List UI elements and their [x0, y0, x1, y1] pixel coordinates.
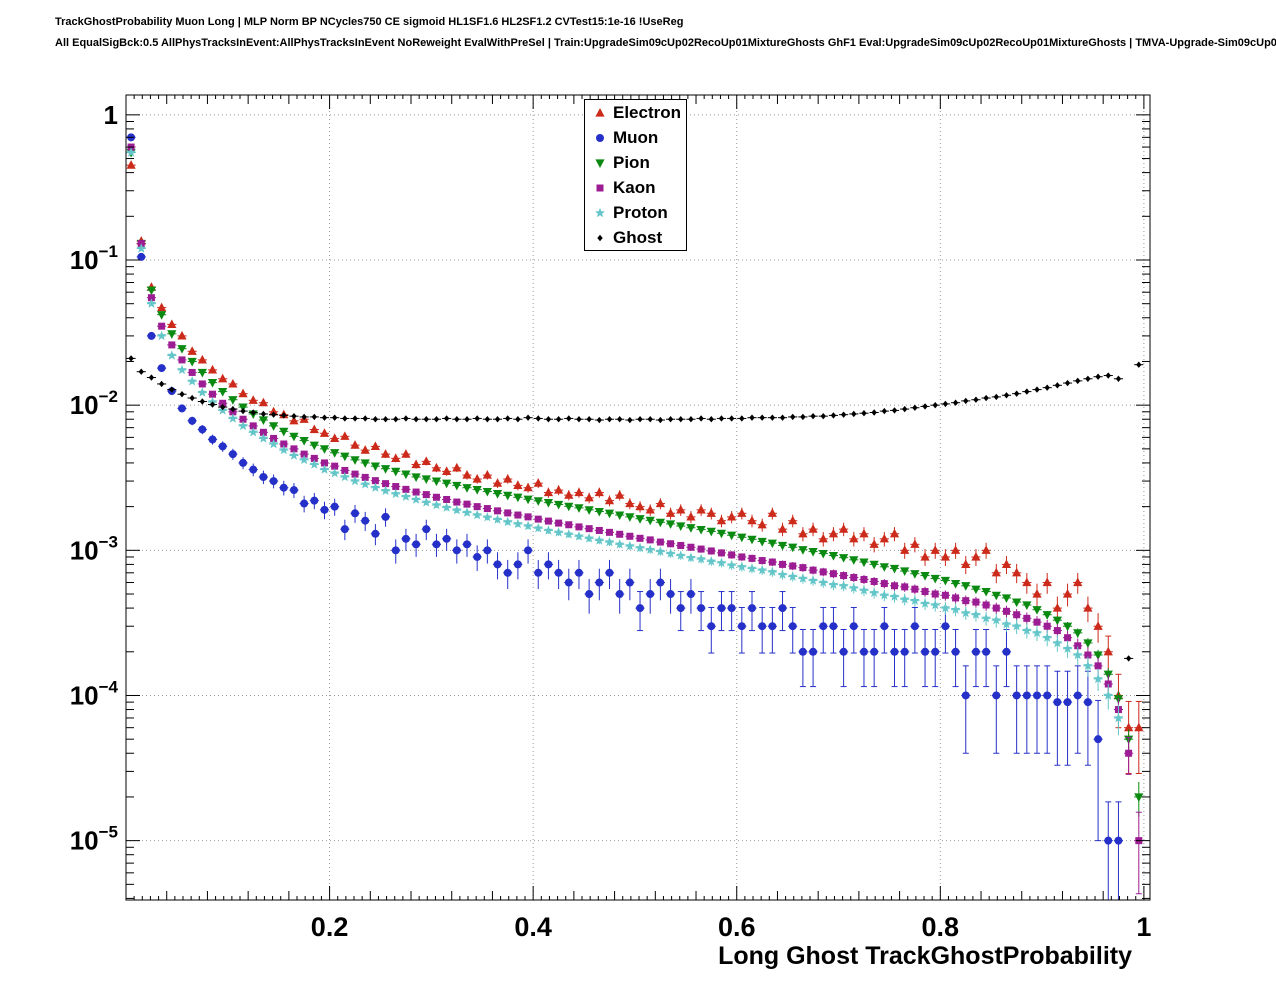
svg-text:1: 1 — [104, 100, 118, 130]
legend-label: Pion — [613, 153, 650, 172]
star-icon — [595, 207, 605, 217]
legend-label: Kaon — [613, 178, 656, 197]
svg-text:10−3: 10−3 — [70, 532, 118, 565]
legend-label: Muon — [613, 128, 659, 147]
series-electron — [126, 160, 1144, 774]
svg-text:0.2: 0.2 — [311, 912, 349, 942]
y-axis-labels: 1 10−1 10−2 10−3 10−4 10−5 — [70, 100, 119, 856]
series-ghost — [126, 355, 1144, 662]
svg-text:1: 1 — [1136, 912, 1151, 942]
svg-text:10−4: 10−4 — [70, 677, 119, 710]
legend-entry-kaon: Kaon — [585, 175, 686, 200]
data-series — [126, 133, 1144, 900]
triangle-up-icon — [595, 107, 605, 117]
svg-text:10−5: 10−5 — [70, 823, 118, 856]
svg-text:10−1: 10−1 — [70, 242, 118, 275]
series-pion — [126, 148, 1144, 817]
legend-entry-ghost: Ghost — [585, 225, 686, 250]
legend: Electron Muon Pion Kaon Proton Ghost — [584, 99, 687, 251]
triangle-down-icon — [595, 158, 605, 168]
square-icon — [596, 184, 604, 191]
plot-title-line2: All EqualSigBck:0.5 AllPhysTracksInEvent… — [55, 37, 1276, 49]
circle-icon — [596, 133, 604, 142]
axis-ticks — [126, 95, 1150, 900]
series-muon — [126, 133, 1124, 900]
legend-label: Electron — [613, 103, 682, 122]
series-proton — [126, 147, 1124, 736]
svg-text:0.8: 0.8 — [922, 912, 960, 942]
legend-entry-proton: Proton — [585, 200, 686, 225]
legend-entry-muon: Muon — [585, 125, 686, 150]
svg-text:0.6: 0.6 — [718, 912, 756, 942]
series-kaon — [126, 143, 1144, 895]
x-axis-labels: 0.2 0.4 0.6 0.8 1 — [311, 912, 1152, 942]
legend-entry-pion: Pion — [585, 150, 686, 175]
legend-label: Proton — [613, 203, 668, 222]
diamond-icon — [597, 234, 603, 241]
plot-frame — [125, 94, 1151, 901]
plot-title-line1: TrackGhostProbability Muon Long | MLP No… — [55, 16, 684, 28]
svg-text:10−2: 10−2 — [70, 387, 118, 420]
svg-text:0.4: 0.4 — [514, 912, 552, 942]
legend-label: Ghost — [613, 228, 663, 247]
legend-entry-electron: Electron — [585, 100, 686, 125]
x-axis-title: Long Ghost TrackGhostProbability — [718, 942, 1132, 970]
